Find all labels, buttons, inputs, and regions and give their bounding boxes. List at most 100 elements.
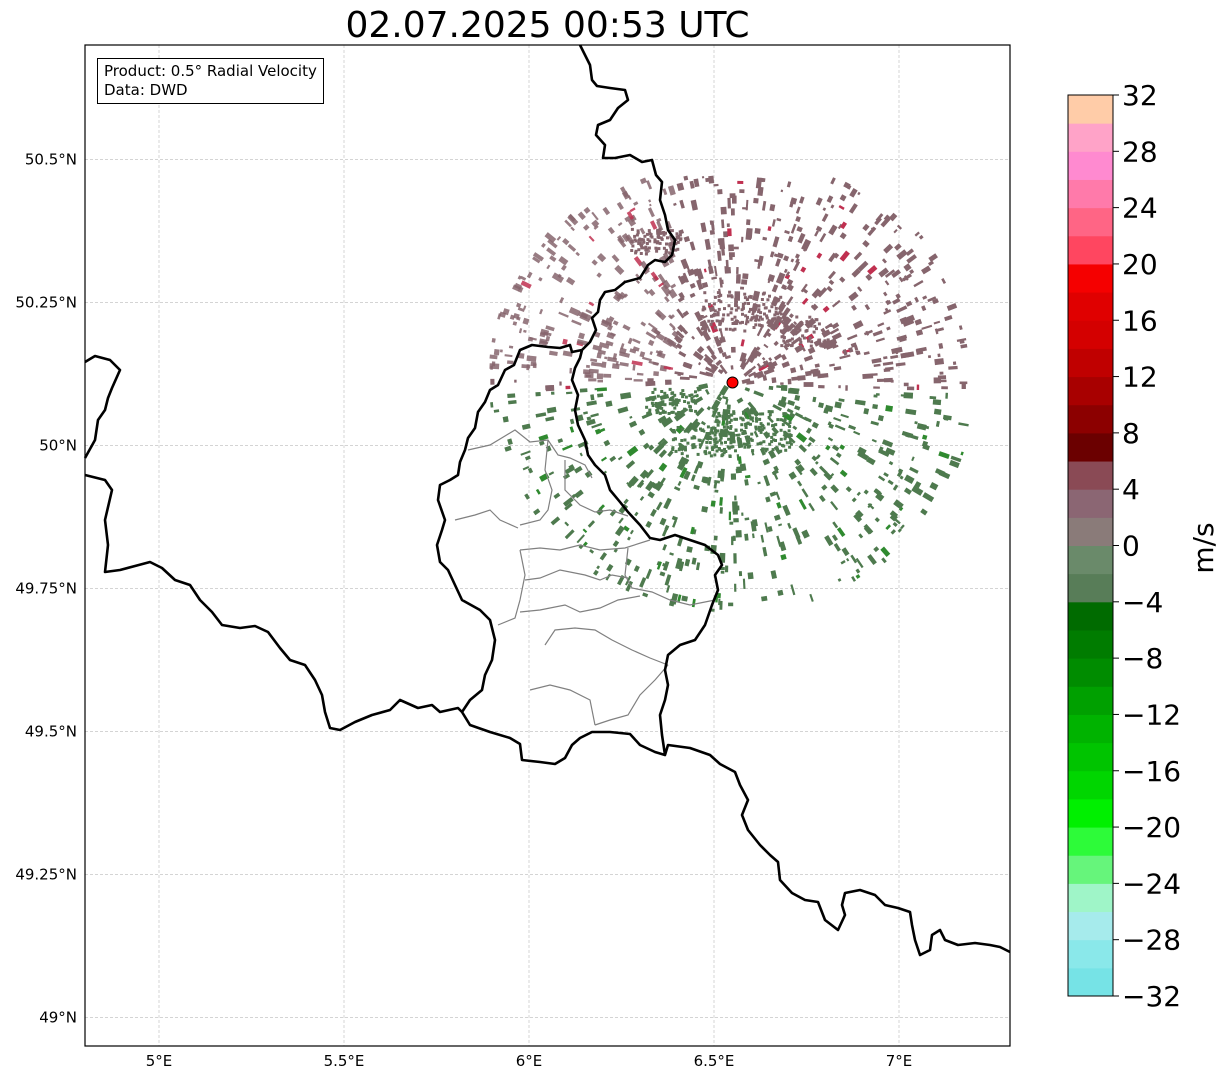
velocity-echo bbox=[587, 520, 596, 528]
velocity-echo bbox=[650, 508, 657, 517]
velocity-echo bbox=[888, 212, 898, 222]
velocity-echo bbox=[823, 471, 833, 481]
velocity-echo bbox=[685, 454, 689, 458]
velocity-echo bbox=[826, 285, 833, 293]
velocity-echo bbox=[885, 524, 892, 530]
velocity-echo bbox=[720, 449, 724, 453]
velocity-echo bbox=[628, 420, 638, 428]
velocity-echo bbox=[625, 460, 636, 470]
velocity-echo bbox=[755, 419, 759, 423]
velocity-echo bbox=[701, 326, 705, 330]
velocity-echo bbox=[744, 479, 749, 486]
velocity-echo bbox=[680, 452, 684, 456]
velocity-echo bbox=[769, 251, 775, 258]
velocity-echo bbox=[789, 387, 800, 391]
velocity-echo bbox=[795, 206, 801, 214]
velocity-echo bbox=[585, 374, 592, 378]
velocity-echo bbox=[650, 271, 660, 282]
velocity-echo bbox=[663, 296, 670, 303]
velocity-echo bbox=[665, 584, 671, 593]
velocity-echo bbox=[737, 456, 742, 465]
velocity-echo bbox=[660, 231, 664, 235]
velocity-echo bbox=[822, 305, 830, 313]
velocity-echo bbox=[533, 508, 541, 516]
velocity-echo bbox=[736, 306, 740, 310]
velocity-echo bbox=[898, 336, 907, 343]
velocity-echo bbox=[671, 515, 678, 521]
velocity-echo bbox=[706, 425, 710, 429]
velocity-echo bbox=[787, 235, 794, 243]
velocity-echo bbox=[759, 412, 763, 416]
velocity-echo bbox=[938, 343, 944, 350]
velocity-echo bbox=[634, 239, 638, 243]
velocity-echo bbox=[649, 396, 653, 400]
velocity-echo bbox=[766, 422, 770, 426]
velocity-echo bbox=[690, 474, 696, 482]
velocity-echo bbox=[815, 318, 819, 322]
luxembourg-canton-borders bbox=[454, 429, 716, 726]
velocity-echo bbox=[626, 210, 635, 221]
velocity-echo bbox=[734, 428, 738, 432]
velocity-echo bbox=[709, 220, 713, 225]
velocity-echo bbox=[606, 563, 614, 572]
velocity-echo bbox=[628, 475, 639, 487]
velocity-echo bbox=[648, 444, 655, 451]
velocity-echo bbox=[664, 574, 672, 586]
velocity-echo bbox=[677, 234, 681, 238]
velocity-echo bbox=[656, 228, 660, 232]
velocity-echo bbox=[671, 446, 675, 450]
velocity-echo bbox=[729, 441, 733, 445]
colorbar-tick-label: 24 bbox=[1122, 192, 1158, 225]
velocity-echo bbox=[724, 266, 732, 274]
velocity-echo bbox=[691, 598, 696, 608]
velocity-echo bbox=[504, 445, 512, 452]
velocity-echo bbox=[729, 445, 733, 449]
velocity-echo bbox=[716, 311, 720, 315]
velocity-echo bbox=[866, 456, 876, 466]
axis-tick-labels: 5°E 5.5°E 6°E 6.5°E 7°E 49°N 49.25°N 49.5°N 49.7… bbox=[15, 150, 912, 1070]
velocity-echo bbox=[840, 413, 849, 419]
velocity-echo bbox=[517, 307, 525, 312]
velocity-echo bbox=[669, 322, 676, 330]
velocity-echo bbox=[747, 436, 750, 440]
velocity-echo bbox=[833, 366, 842, 371]
velocity-echo bbox=[594, 331, 601, 338]
velocity-echo bbox=[838, 398, 845, 402]
velocity-echo bbox=[546, 264, 551, 270]
velocity-echo bbox=[673, 486, 681, 492]
velocity-echo bbox=[676, 308, 685, 319]
velocity-echo bbox=[825, 444, 831, 451]
velocity-echo bbox=[781, 361, 790, 369]
velocity-echo bbox=[673, 393, 677, 397]
velocity-echo bbox=[599, 552, 608, 561]
velocity-echo bbox=[746, 219, 751, 226]
velocity-echo bbox=[827, 270, 836, 280]
velocity-echo bbox=[717, 189, 723, 195]
velocity-echo bbox=[830, 484, 840, 494]
velocity-echo bbox=[826, 195, 834, 203]
velocity-echo bbox=[613, 548, 618, 553]
velocity-echo bbox=[781, 423, 785, 427]
velocity-echo bbox=[902, 317, 915, 327]
velocity-echo bbox=[603, 373, 612, 378]
velocity-echo bbox=[730, 307, 734, 311]
velocity-echo bbox=[862, 223, 870, 232]
velocity-echo bbox=[669, 234, 673, 238]
velocity-echo bbox=[719, 364, 728, 375]
velocity-echo bbox=[871, 438, 877, 443]
velocity-echo bbox=[927, 296, 937, 303]
velocity-echo bbox=[668, 340, 679, 349]
velocity-echo bbox=[532, 252, 544, 262]
velocity-echo bbox=[600, 319, 610, 328]
velocity-echo bbox=[798, 338, 802, 342]
velocity-echo bbox=[911, 485, 924, 496]
velocity-echo bbox=[617, 406, 629, 414]
velocity-echo bbox=[617, 237, 627, 248]
velocity-echo bbox=[564, 502, 573, 511]
velocity-echo bbox=[745, 228, 753, 239]
velocity-echo bbox=[740, 423, 744, 427]
velocity-echo bbox=[895, 349, 899, 355]
velocity-echo bbox=[656, 240, 660, 244]
velocity-echo bbox=[728, 420, 732, 424]
velocity-echo bbox=[618, 351, 631, 358]
